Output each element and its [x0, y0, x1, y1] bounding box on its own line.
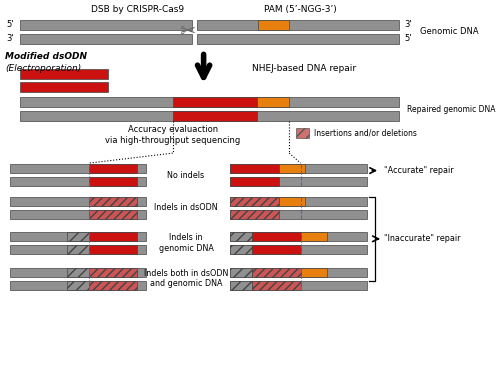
Bar [278, 164, 305, 173]
Text: (Electroporation): (Electroporation) [5, 64, 82, 73]
Text: 3': 3' [6, 34, 14, 43]
Bar [10, 268, 146, 277]
Text: Insertions and/or deletions: Insertions and/or deletions [314, 129, 417, 138]
Text: via high-throughput sequencing: via high-throughput sequencing [105, 136, 240, 145]
Bar [230, 210, 278, 219]
Text: Genomic DNA: Genomic DNA [420, 27, 478, 36]
Bar [252, 281, 300, 290]
Bar [230, 197, 278, 206]
Text: "Accurate" repair: "Accurate" repair [384, 166, 453, 175]
Text: 5': 5' [405, 34, 412, 43]
Bar [252, 268, 300, 277]
Bar [89, 197, 138, 206]
Bar [252, 245, 300, 254]
Bar [278, 197, 305, 206]
Bar [230, 268, 367, 277]
Bar [230, 177, 367, 186]
Bar [20, 34, 192, 43]
Bar [300, 268, 327, 277]
Text: ✂: ✂ [180, 22, 196, 41]
Bar [20, 82, 108, 92]
Bar [10, 210, 146, 219]
Bar [230, 268, 252, 277]
Bar [67, 245, 89, 254]
Bar [230, 245, 367, 254]
Bar [10, 177, 146, 186]
Bar [258, 20, 289, 30]
Bar [89, 164, 138, 173]
Bar [230, 197, 367, 206]
Bar [67, 281, 89, 290]
Bar [10, 281, 146, 290]
Bar [20, 97, 400, 107]
Bar [10, 197, 146, 206]
Text: 3': 3' [405, 20, 412, 29]
Text: NHEJ-based DNA repair: NHEJ-based DNA repair [252, 64, 356, 73]
Bar [230, 281, 367, 290]
Text: Repaired genomic DNA: Repaired genomic DNA [406, 105, 495, 114]
Bar [20, 20, 192, 30]
Bar [230, 281, 252, 290]
Text: Accuracy evaluaction: Accuracy evaluaction [128, 125, 218, 134]
Text: PAM (5’-NGG-3’): PAM (5’-NGG-3’) [264, 5, 337, 14]
Text: Indels both in dsODN
and genomic DNA: Indels both in dsODN and genomic DNA [144, 269, 228, 288]
Bar [172, 97, 256, 107]
Bar [230, 177, 278, 186]
Bar [89, 232, 138, 241]
Bar [20, 111, 400, 121]
Text: No indels: No indels [168, 171, 204, 179]
Bar [10, 164, 146, 173]
Bar [20, 69, 108, 79]
Bar [89, 177, 138, 186]
Text: Modified dsODN: Modified dsODN [5, 52, 87, 61]
Bar [89, 268, 138, 277]
Bar [89, 210, 138, 219]
Bar [67, 268, 89, 277]
Bar [230, 164, 278, 173]
Bar [230, 210, 367, 219]
Bar [230, 232, 367, 241]
Text: Indels in
genomic DNA: Indels in genomic DNA [158, 233, 214, 253]
Bar [10, 232, 146, 241]
Bar [256, 97, 289, 107]
Bar [196, 20, 400, 30]
Bar [10, 245, 146, 254]
Bar [296, 128, 308, 138]
Text: 5': 5' [6, 20, 14, 29]
Text: "Inaccurate" repair: "Inaccurate" repair [384, 234, 460, 243]
Bar [172, 111, 256, 121]
Bar [196, 34, 400, 43]
Bar [89, 245, 138, 254]
Text: DSB by CRISPR-Cas9: DSB by CRISPR-Cas9 [91, 5, 184, 14]
Bar [300, 232, 327, 241]
Bar [230, 164, 367, 173]
Bar [252, 232, 300, 241]
Bar [89, 281, 138, 290]
Bar [230, 232, 252, 241]
Bar [230, 245, 252, 254]
Bar [67, 232, 89, 241]
Text: Indels in dsODN: Indels in dsODN [154, 203, 218, 213]
